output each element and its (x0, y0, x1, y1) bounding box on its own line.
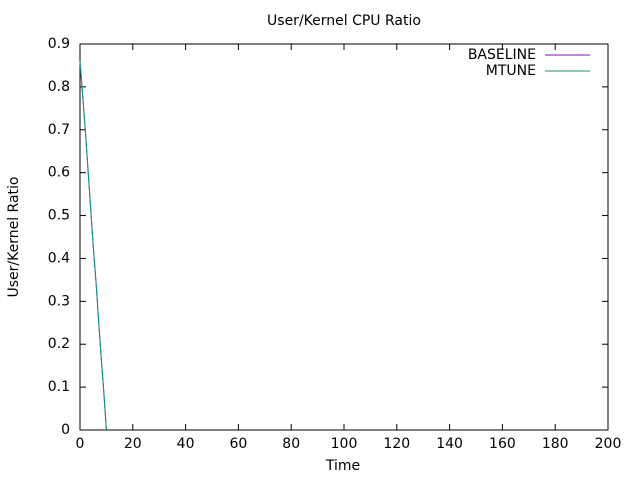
x-tick-label: 200 (595, 436, 622, 452)
y-tick-label: 0.7 (48, 122, 70, 138)
x-tick-label: 160 (489, 436, 516, 452)
plot-border (79, 43, 609, 431)
x-axis-label: Time (325, 458, 360, 474)
x-tick-label: 40 (177, 436, 195, 452)
chart-title: User/Kernel CPU Ratio (267, 13, 421, 29)
legend-label: BASELINE (468, 47, 536, 63)
y-axis-label: User/Kernel Ratio (6, 176, 22, 297)
x-tick-label: 120 (383, 436, 410, 452)
y-tick-label: 0 (61, 422, 70, 438)
y-tick-label: 0.3 (48, 293, 70, 309)
x-tick-label: 180 (542, 436, 569, 452)
x-tick-label: 80 (282, 436, 300, 452)
y-tick-label: 0.5 (48, 208, 70, 224)
y-tick-label: 0.6 (48, 165, 70, 181)
y-tick-label: 0.2 (48, 336, 70, 352)
series-line (79, 61, 107, 431)
x-tick-label: 60 (229, 436, 247, 452)
x-tick-label: 140 (436, 436, 463, 452)
x-tick-label: 0 (76, 436, 85, 452)
y-tick-label: 0.4 (48, 250, 70, 266)
x-tick-label: 20 (124, 436, 142, 452)
y-tick-label: 0.9 (48, 36, 70, 52)
x-tick-label: 100 (331, 436, 358, 452)
y-tick-label: 0.8 (48, 79, 70, 95)
y-tick-label: 0.1 (48, 379, 70, 395)
legend-label: MTUNE (486, 63, 536, 79)
